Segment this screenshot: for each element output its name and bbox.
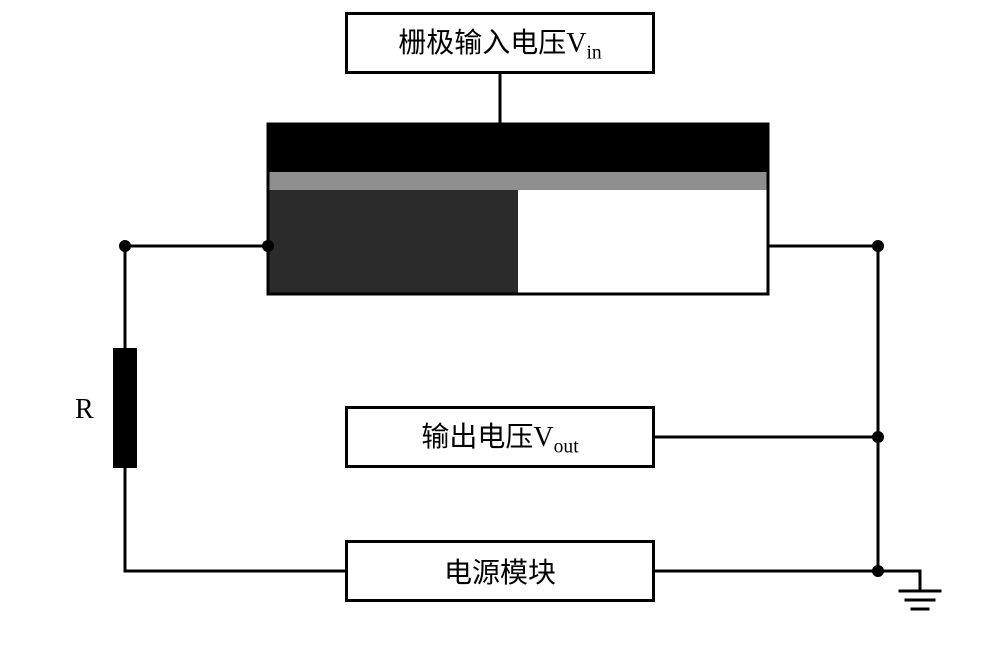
diagram-canvas: 栅极输入电压Vin 输出电压Vout 电源模块 R xyxy=(0,0,1000,649)
power-module-box: 电源模块 xyxy=(345,540,655,602)
power-module-label: 电源模块 xyxy=(444,551,556,591)
output-voltage-label: 输出电压Vout xyxy=(421,415,578,459)
gate-input-voltage-box: 栅极输入电压Vin xyxy=(345,12,655,74)
output-voltage-box: 输出电压Vout xyxy=(345,406,655,468)
gate-input-voltage-label: 栅极输入电压Vin xyxy=(398,21,601,65)
resistor-label: R xyxy=(75,394,94,426)
